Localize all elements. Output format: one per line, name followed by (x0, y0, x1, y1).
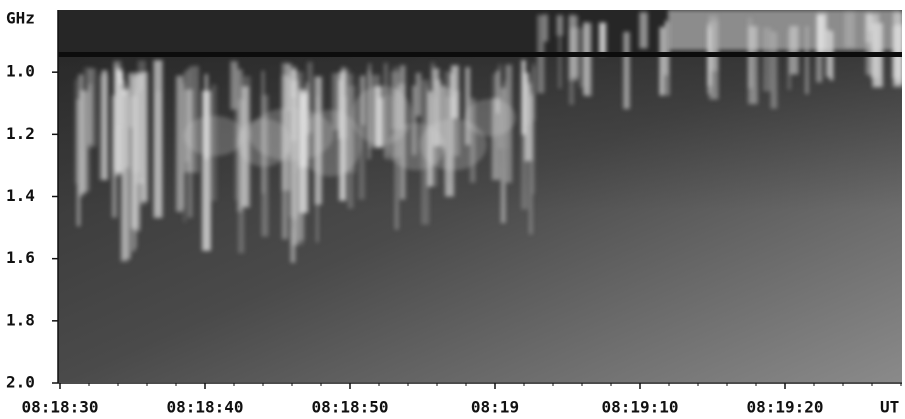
emission-streak (155, 92, 161, 212)
y-unit-label: GHz (6, 9, 35, 28)
x-tick-label: 08:18:50 (311, 398, 388, 417)
emission-blob (464, 99, 516, 136)
emission-streak (141, 90, 143, 179)
y-tick-label: 1.6 (6, 248, 35, 267)
x-tick-label: 08:18:40 (166, 398, 243, 417)
emission-streak (623, 32, 629, 109)
y-tick-label: 1.4 (6, 186, 35, 205)
x-tick-label: 08:18:30 (21, 398, 98, 417)
emission-blob (184, 116, 244, 156)
x-tick-label: 08:19:10 (601, 398, 678, 417)
emission-streak (77, 99, 81, 226)
x-tick-label: 08:19 (471, 398, 519, 417)
emission-streak (660, 27, 665, 96)
emission-streak (805, 26, 808, 94)
y-tick-label: 1.0 (6, 62, 35, 81)
emission-streak (789, 26, 798, 74)
band-line (58, 52, 902, 57)
emission-streak (579, 28, 589, 88)
emission-streak (123, 97, 131, 259)
emission-streak (533, 67, 535, 121)
emission-streak (763, 27, 771, 91)
emission-streak (182, 83, 185, 209)
emission-streak (817, 14, 826, 55)
emission-streak (666, 22, 670, 96)
emission-streak (131, 72, 139, 172)
emission-streak (88, 84, 92, 143)
x-tick-label: 08:19:20 (746, 398, 823, 417)
chart: GHz UT 1.0 1.2 1.4 1.6 1.8 2.0 08:18:30 08:18:4… (0, 0, 905, 419)
emission-streak (185, 70, 189, 162)
x-unit-label: UT (880, 398, 899, 417)
spectrogram-image (58, 10, 904, 382)
y-tick-label: 1.2 (6, 124, 35, 143)
emission-streak (770, 32, 777, 109)
y-tick-label: 1.8 (6, 310, 35, 329)
emission-streak (521, 60, 525, 135)
emission-streak (844, 13, 854, 48)
emission-streak (543, 14, 548, 41)
emission-streak (639, 12, 647, 48)
emission-streak (708, 28, 711, 94)
emission-streak (189, 67, 192, 128)
emission-streak (599, 23, 606, 55)
y-tick-label: 2.0 (6, 373, 35, 392)
emission-streak (102, 70, 108, 180)
emission-streak (416, 73, 421, 116)
emission-streak (748, 26, 758, 104)
